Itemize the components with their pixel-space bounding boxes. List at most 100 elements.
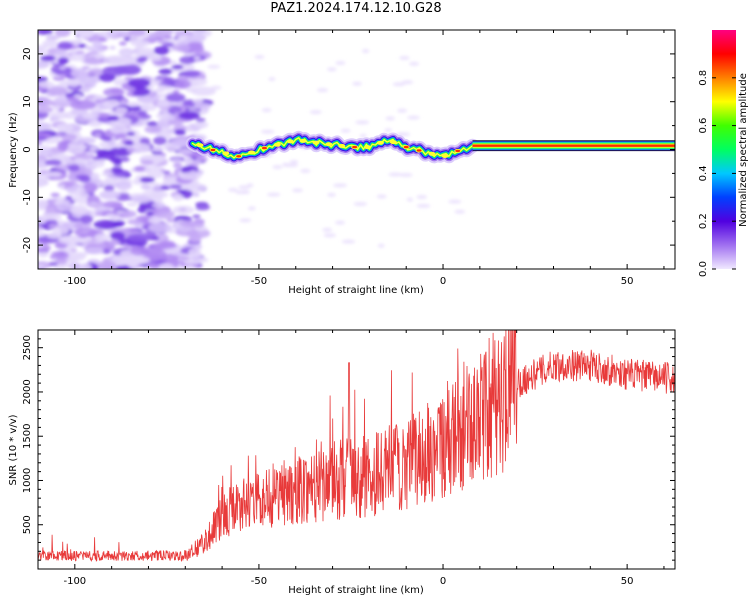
- spectrogram-noise-cell: [159, 240, 176, 248]
- spectrogram-noise-cell: [128, 101, 141, 107]
- spectrogram-noise-cell: [178, 111, 201, 120]
- spectrogram-noise-cell: [169, 184, 182, 190]
- y-tick-label: 2000: [22, 379, 33, 404]
- colorbar-ticks: 0.0 0.2 0.4 0.6 0.8: [698, 70, 736, 277]
- spectrogram-noise-cell: [114, 106, 128, 114]
- spectrogram-noise-cell: [192, 98, 204, 104]
- spectrogram-noise-cell: [119, 50, 132, 57]
- spectrogram-noise-cell: [406, 197, 414, 202]
- spectrogram-noise-cell: [65, 186, 78, 193]
- spectrogram-noise-cell: [140, 159, 154, 165]
- colorbar-tick-label: 0.0: [698, 261, 709, 277]
- spectrogram-noise-cell: [111, 258, 130, 266]
- spectrogram-noise-cell: [78, 43, 87, 48]
- spectrogram-noise-cell: [129, 35, 143, 43]
- spectrogram-noise-cell: [83, 182, 98, 192]
- spectrogram-noise: [38, 30, 466, 269]
- spectrogram-noise-cell: [54, 242, 68, 249]
- spectrogram-noise-cell: [94, 53, 106, 59]
- spectrogram-noise-cell: [195, 117, 206, 123]
- spectrogram-ridge-peak: [236, 155, 242, 158]
- spectrogram-noise-cell: [38, 264, 45, 269]
- spectrogram-noise-cell: [322, 227, 333, 232]
- spectrogram-noise-cell: [160, 185, 170, 190]
- spectrogram-noise-cell: [38, 30, 53, 35]
- spectrogram-noise-cell: [140, 184, 151, 190]
- spectrogram-noise-cell: [416, 203, 431, 208]
- y-tick-label: -20: [22, 237, 33, 253]
- spectrogram-noise-cell: [254, 55, 265, 60]
- spectrogram-ridge-peak: [338, 143, 346, 148]
- spectrogram-noise-cell: [84, 246, 104, 255]
- spectrogram-noise-cell: [323, 233, 337, 238]
- spectrogram-noise-cell: [106, 67, 114, 72]
- spectrogram-noise-cell: [68, 82, 80, 87]
- spectrogram-noise-cell: [105, 213, 117, 218]
- snr-panel: -100 -50 0 50 500 1000 1500 2000 2500 Height of…: [8, 329, 676, 596]
- spectrogram-noise-cell: [340, 128, 351, 133]
- spectrogram-noise-cell: [38, 98, 54, 107]
- spectrogram-noise-cell: [127, 218, 141, 225]
- spectrogram-noise-cell: [327, 192, 336, 197]
- spectrogram-ridge-peak: [261, 146, 267, 150]
- spectrogram-noise-cell: [132, 179, 143, 185]
- colorbar: 0.0 0.2 0.4 0.6 0.8 Normalized spectral ampl…: [698, 30, 749, 277]
- spectrogram-noise-cell: [102, 99, 120, 108]
- colorbar-tick-label: 0.6: [698, 118, 709, 134]
- spectrogram-noise-cell: [57, 184, 66, 189]
- spectrogram-noise-cell: [171, 64, 184, 70]
- spectrogram-band-core: [472, 144, 675, 147]
- spectrogram-noise-cell: [128, 88, 136, 93]
- spectrogram-noise-cell: [207, 64, 221, 69]
- spectrogram-noise-cell: [152, 202, 166, 209]
- spectrogram-noise-cell: [377, 243, 385, 248]
- spectrogram-noise-cell: [111, 204, 124, 210]
- spectrogram-noise-cell: [38, 47, 47, 57]
- spectrogram-noise-cell: [38, 60, 50, 69]
- spectrogram-noise-cell: [186, 183, 207, 192]
- spectrogram-noise-cell: [94, 211, 104, 216]
- spectrogram-noise-cell: [172, 205, 195, 215]
- spectrogram-noise-cell: [157, 100, 170, 108]
- x-tick-label: 50: [621, 576, 634, 587]
- spectrogram-ridge-peak: [416, 149, 422, 152]
- spectrogram-noise-cell: [182, 70, 201, 78]
- spectrogram-ridge-peak: [222, 151, 230, 156]
- spectrogram-noise-cell: [272, 165, 283, 170]
- spectrogram-noise-cell: [52, 227, 69, 235]
- spectrogram-noise-cell: [166, 217, 176, 223]
- spectrogram-noise-cell: [187, 265, 194, 269]
- spectrogram-noise-cell: [150, 165, 161, 171]
- spectrogram-noise-cell: [267, 192, 281, 197]
- spectrogram-noise-cell: [70, 68, 89, 79]
- spectrogram-noise-cell: [101, 171, 113, 177]
- spectrogram-noise-cell: [130, 246, 150, 256]
- spectrogram-noise-cell: [59, 66, 67, 71]
- spectrogram-noise-cell: [121, 99, 129, 104]
- colorbar-bar: [712, 30, 736, 269]
- spectrogram-noise-cell: [111, 166, 123, 173]
- spectrogram-ridge-peak: [428, 151, 436, 156]
- spectrogram-noise-cell: [150, 78, 162, 86]
- spectrogram-ridge-peak: [403, 145, 409, 149]
- y-tick-label: 0: [22, 146, 33, 152]
- spectrogram-noise-cell: [88, 120, 103, 127]
- spectrogram-noise-cell: [72, 39, 82, 46]
- spectrogram-ridge-peak: [389, 140, 397, 145]
- spectrogram-noise-cell: [42, 39, 59, 48]
- spectrogram-noise-cell: [341, 239, 356, 244]
- spectrogram-noise-cell: [335, 220, 346, 225]
- spectrogram-noise-cell: [186, 34, 207, 43]
- spectrogram-noise-cell: [115, 133, 127, 140]
- spectrogram-noise-cell: [78, 86, 91, 93]
- spectrogram-noise-cell: [193, 192, 200, 197]
- spectrogram-noise-cell: [179, 220, 197, 228]
- spectrogram-noise-cell: [353, 201, 368, 206]
- spectrogram-ridge-peak: [376, 140, 384, 145]
- spectrogram-noise-cell: [327, 67, 337, 72]
- spectrogram-noise-cell: [102, 136, 112, 142]
- spectrogram-noise-cell: [86, 80, 97, 88]
- spectrogram-noise-cell: [174, 129, 186, 136]
- spectrogram-noise-cell: [48, 223, 58, 229]
